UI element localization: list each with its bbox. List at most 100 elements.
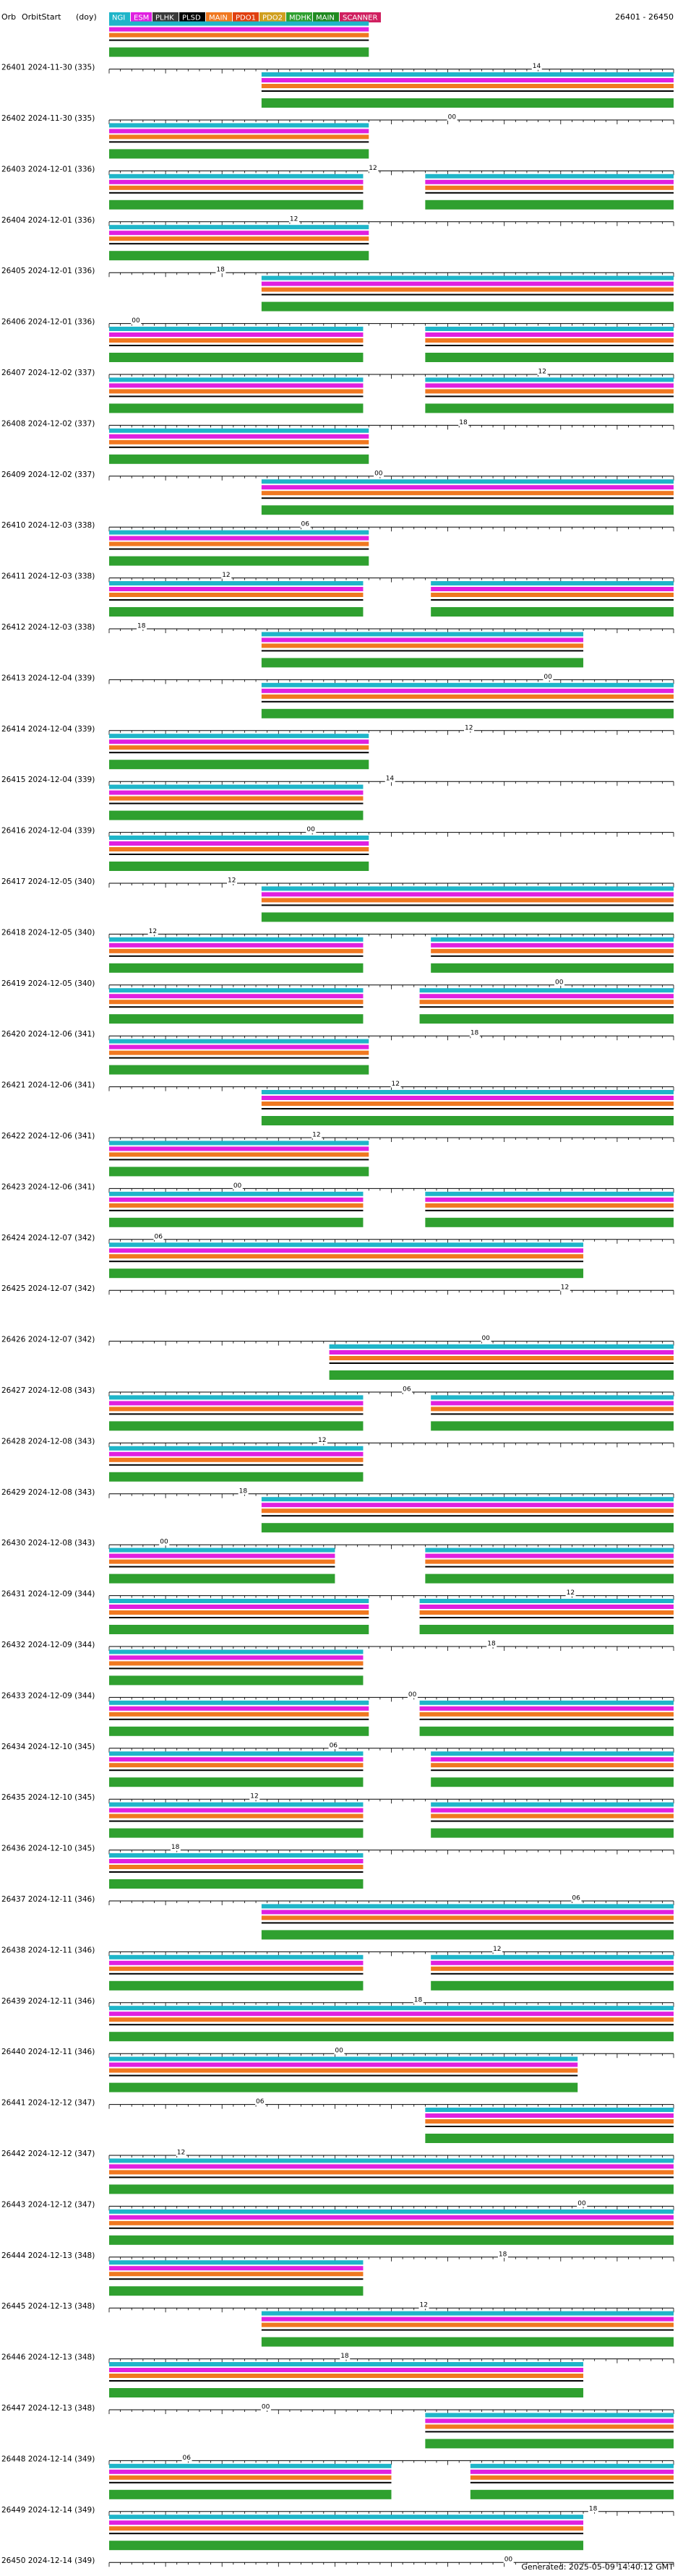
orbit-label: 26418 2024-12-05 (340) <box>1 928 95 937</box>
activity-bar <box>431 1757 674 1762</box>
axis-ticks <box>108 1290 674 1295</box>
activity-bar <box>425 1209 674 1211</box>
hour-tag-bg <box>334 2048 345 2055</box>
activity-bar <box>109 251 369 261</box>
activity-bar <box>419 1000 674 1005</box>
activity-bar <box>419 1617 674 1618</box>
activity-bar <box>109 836 369 840</box>
activity-bar <box>109 1706 369 1711</box>
orbit-label: 26436 2024-12-10 (345) <box>1 1845 95 1853</box>
activity-bar <box>109 948 364 953</box>
axis-ticks <box>108 1239 674 1244</box>
orbit-label: 26416 2024-12-04 (339) <box>1 827 95 836</box>
activity-bar <box>419 1599 674 1603</box>
activity-bar <box>109 149 369 159</box>
activity-bar <box>109 243 369 245</box>
activity-bar <box>431 963 674 973</box>
activity-bar <box>261 632 584 637</box>
activity-bar <box>109 1617 369 1618</box>
activity-bar <box>109 1954 364 1959</box>
activity-bar <box>431 1751 674 1756</box>
activity-bar <box>109 1675 364 1686</box>
activity-bar <box>109 2515 584 2520</box>
activity-bar <box>109 847 369 851</box>
orbit-label: 26408 2024-12-02 (337) <box>1 419 95 428</box>
orbit-label: 26405 2024-12-01 (336) <box>1 267 95 275</box>
activity-bar <box>109 1610 369 1615</box>
hour-tag-bg <box>215 267 226 274</box>
activity-bar <box>261 2317 674 2322</box>
activity-bar <box>109 2463 392 2468</box>
legend-label: PLSD <box>182 14 201 22</box>
axis-ticks <box>108 323 674 328</box>
activity-bar <box>109 332 364 337</box>
hour-tag-bg <box>131 317 142 325</box>
activity-bar <box>109 1191 364 1196</box>
activity-bar <box>109 2215 674 2220</box>
hour-label: 00 <box>335 2048 343 2055</box>
activity-bar <box>419 988 674 993</box>
hour-label: 00 <box>262 2404 270 2411</box>
activity-bar <box>109 810 364 820</box>
activity-bar <box>261 2311 674 2316</box>
hour-label: 18 <box>471 1030 479 1037</box>
legend-label: SCANNER <box>343 14 377 22</box>
hour-tag-bg <box>503 2556 514 2564</box>
activity-bar <box>109 1065 369 1075</box>
legend-swatch <box>259 12 285 22</box>
hour-label: 00 <box>448 114 457 121</box>
activity-bar <box>109 1566 335 1568</box>
activity-bar <box>109 593 364 597</box>
activity-bar <box>261 1508 674 1514</box>
hour-tag-bg <box>260 2404 271 2410</box>
activity-bar <box>109 446 369 448</box>
axis-ticks <box>108 2206 674 2211</box>
hour-tag-bg <box>497 2251 508 2258</box>
hour-label: 12 <box>561 1284 569 1292</box>
activity-bar <box>431 1401 674 1406</box>
activity-bar <box>109 2235 674 2245</box>
activity-bar <box>109 1960 364 1965</box>
activity-bar <box>109 841 369 846</box>
activity-bar <box>109 2012 674 2017</box>
activity-bar <box>109 1605 369 1609</box>
activity-bar <box>425 1191 674 1196</box>
orbit-start-header: OrbitStart <box>22 12 61 22</box>
activity-bar <box>425 1197 674 1202</box>
activity-bar <box>109 2082 578 2092</box>
activity-bar <box>109 1871 364 1873</box>
activity-bar <box>109 1268 584 1279</box>
activity-bar <box>109 395 364 398</box>
activity-bar <box>261 491 674 496</box>
activity-bar <box>109 937 364 942</box>
hour-label: 12 <box>250 1793 258 1800</box>
activity-bar <box>261 479 674 484</box>
activity-bar <box>109 1446 364 1451</box>
activity-bar <box>109 1000 364 1005</box>
activity-bar <box>261 688 674 693</box>
hour-tag-bg <box>385 776 395 783</box>
hour-label: 18 <box>171 1844 180 1851</box>
activity-bar <box>109 1751 364 1756</box>
orbit-label: 26437 2024-12-11 (346) <box>1 1895 95 1904</box>
activity-bar <box>109 1261 584 1263</box>
orbit-label: 26409 2024-12-02 (337) <box>1 471 95 479</box>
axis-ticks <box>108 425 674 430</box>
activity-bar <box>109 2062 578 2067</box>
orbit-label: 26444 2024-12-13 (348) <box>1 2251 95 2260</box>
footer: Generated: 2025-05-09 14:40:12 GMT <box>521 2562 674 2572</box>
activity-bar <box>261 643 584 648</box>
activity-bar <box>109 2475 392 2480</box>
axis-ticks <box>108 832 674 837</box>
activity-bar <box>109 353 364 362</box>
orb-header: Orb <box>1 12 16 22</box>
hour-tag-bg <box>565 1589 576 1597</box>
orbit-label: 26424 2024-12-07 (342) <box>1 1234 95 1242</box>
activity-bar <box>109 862 369 871</box>
activity-bar <box>109 2520 584 2525</box>
activity-bar <box>109 854 369 855</box>
activity-bar <box>109 1700 369 1705</box>
hour-label: 18 <box>459 419 468 426</box>
axis-ticks <box>108 2511 674 2516</box>
activity-bar <box>109 1014 364 1024</box>
